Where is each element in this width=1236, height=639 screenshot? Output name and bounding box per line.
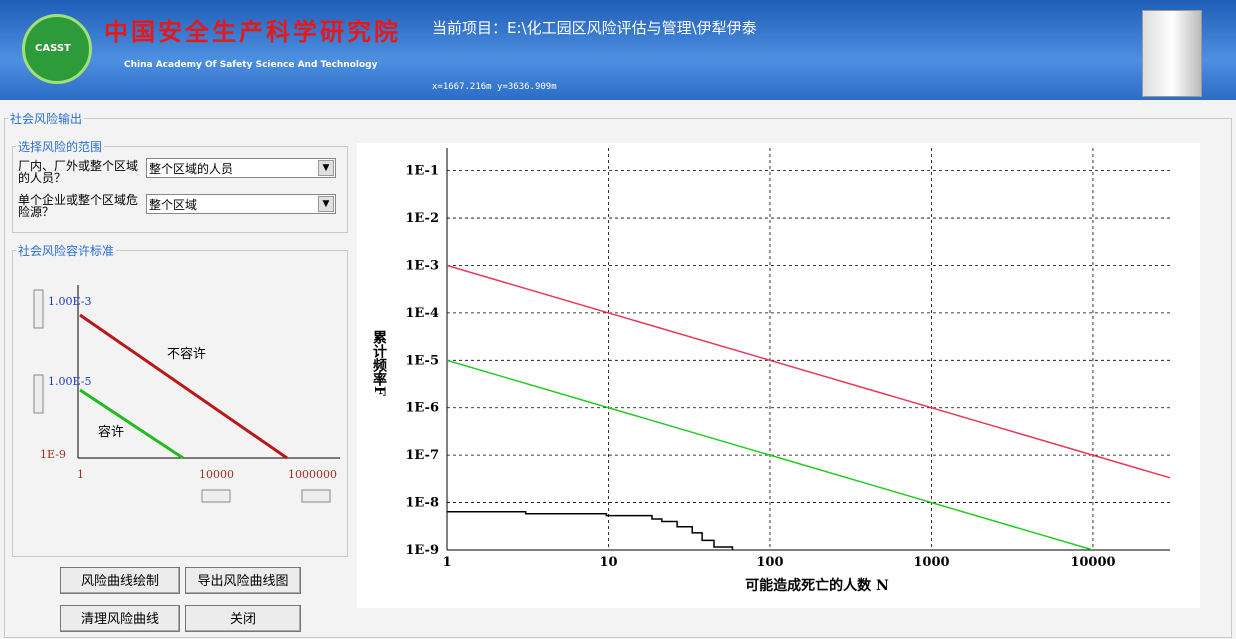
y-tick-label: 1E-2 <box>405 211 439 226</box>
y-axis-label: 累计频率F <box>371 330 387 396</box>
select-value: 整个区域的人员 <box>149 162 233 176</box>
y-min: 1E-9 <box>40 448 66 461</box>
project-path: 当前项目：E:\化工园区风险评估与管理\伊犁伊泰 <box>432 17 757 38</box>
y-tick-label: 1E-6 <box>405 401 439 416</box>
page: CASST 中国安全生产科学研究院 China Academy Of Safet… <box>0 0 1236 639</box>
spin-button[interactable] <box>34 375 43 413</box>
dropdown-arrow[interactable]: ▼ <box>318 196 334 212</box>
x-label: 1 <box>77 468 84 481</box>
chart: 1E-1 1E-2 1E-3 1E-4 1E-5 1E-6 1E-7 1E-8 1E-91 10 1… <box>357 143 1200 608</box>
y-tick-label: 1E-7 <box>405 448 439 463</box>
logo: CASST <box>22 14 92 84</box>
select-value: 整个区域 <box>149 198 197 212</box>
x-tick-label: 10000 <box>1070 555 1115 570</box>
clear-button[interactable]: 清理风险曲线 <box>60 605 180 632</box>
criteria-chart: 1.00E-3 1.00E-5 1E-9 1 10000 1000000 不容许… <box>12 250 346 555</box>
logo-text: CASST <box>35 43 71 54</box>
field-label: 单个企业或整个区域危险源？ <box>18 194 144 218</box>
y-tick-label: 1E-9 <box>405 543 439 558</box>
y-tick-label: 1E-4 <box>405 306 439 321</box>
series-line <box>447 512 732 550</box>
x-tick-label: 1 <box>442 555 451 570</box>
lower-limit: 1.00E-5 <box>48 375 91 388</box>
y-tick-label: 1E-8 <box>405 496 439 511</box>
x-tick-label: 1000 <box>913 555 949 570</box>
y-tick-label: 1E-5 <box>405 353 439 368</box>
scroll-button[interactable] <box>302 490 330 502</box>
building-image <box>1142 10 1202 97</box>
tolerable-label: 容许 <box>98 424 124 440</box>
dropdown-arrow[interactable]: ▼ <box>318 160 334 176</box>
org-title: 中国安全生产科学研究院 <box>104 12 401 47</box>
source-select[interactable]: 整个区域 ▼ <box>146 194 336 214</box>
x-axis-label: 可能造成死亡的人数 N <box>745 577 889 594</box>
upper-limit: 1.00E-3 <box>48 295 91 308</box>
spin-button[interactable] <box>34 290 43 328</box>
series-line <box>447 265 1170 477</box>
close-button[interactable]: 关闭 <box>185 605 301 632</box>
group-title: 社会风险输出 <box>8 110 84 127</box>
group-title: 选择风险的范围 <box>16 138 104 155</box>
coordinates: x=1667.216m y=3636.909m <box>432 82 557 92</box>
export-button[interactable]: 导出风险曲线图 <box>185 567 301 594</box>
tolerable-line <box>80 390 183 458</box>
x-label: 1000000 <box>288 468 337 481</box>
y-tick-label: 1E-1 <box>405 164 439 179</box>
field-label: 厂内、厂外或整个区域的人员？ <box>18 160 144 184</box>
scope-select[interactable]: 整个区域的人员 ▼ <box>146 158 336 178</box>
x-label: 10000 <box>199 468 234 481</box>
header: CASST 中国安全生产科学研究院 China Academy Of Safet… <box>0 0 1236 100</box>
x-tick-label: 10 <box>599 555 617 570</box>
scroll-button[interactable] <box>202 490 230 502</box>
x-tick-label: 100 <box>756 555 783 570</box>
draw-button[interactable]: 风险曲线绘制 <box>60 567 180 594</box>
org-subtitle: China Academy Of Safety Science And Tech… <box>124 60 377 70</box>
y-tick-label: 1E-3 <box>405 258 439 273</box>
intolerable-label: 不容许 <box>167 346 206 362</box>
